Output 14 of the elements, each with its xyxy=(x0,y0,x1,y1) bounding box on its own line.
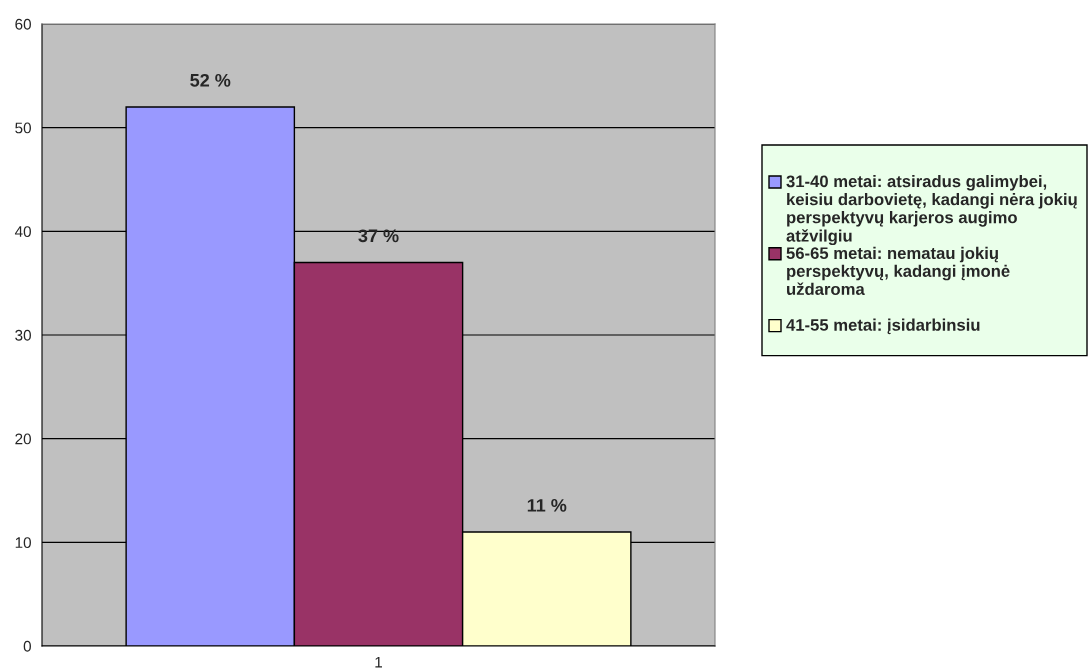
y-tick-label: 20 xyxy=(15,433,31,445)
data-label: 52 % xyxy=(190,73,231,87)
legend-label: 41-55 metai: įsidarbinsiu xyxy=(786,318,980,335)
y-tick-label: 50 xyxy=(15,122,31,134)
y-tick-label: 30 xyxy=(15,329,31,341)
legend-label: 56-65 metai: nematau jokių perspektyvų, kadangi įmonė uždaroma xyxy=(786,246,1010,296)
data-label: 37 % xyxy=(358,229,399,243)
x-tick-label: 1 xyxy=(375,656,382,668)
legend-label: 31-40 metai: atsiradus galimybei, keisiu darbovietę, kadangi nėra jokių perspektyvų karjeros augimo atžvilgiu xyxy=(786,175,1077,246)
y-tick-label: 10 xyxy=(15,537,31,549)
data-label: 11 % xyxy=(527,498,567,512)
y-tick-label: 60 xyxy=(15,18,31,30)
y-tick-label: 0 xyxy=(23,640,31,652)
y-tick-label: 40 xyxy=(14,226,31,238)
